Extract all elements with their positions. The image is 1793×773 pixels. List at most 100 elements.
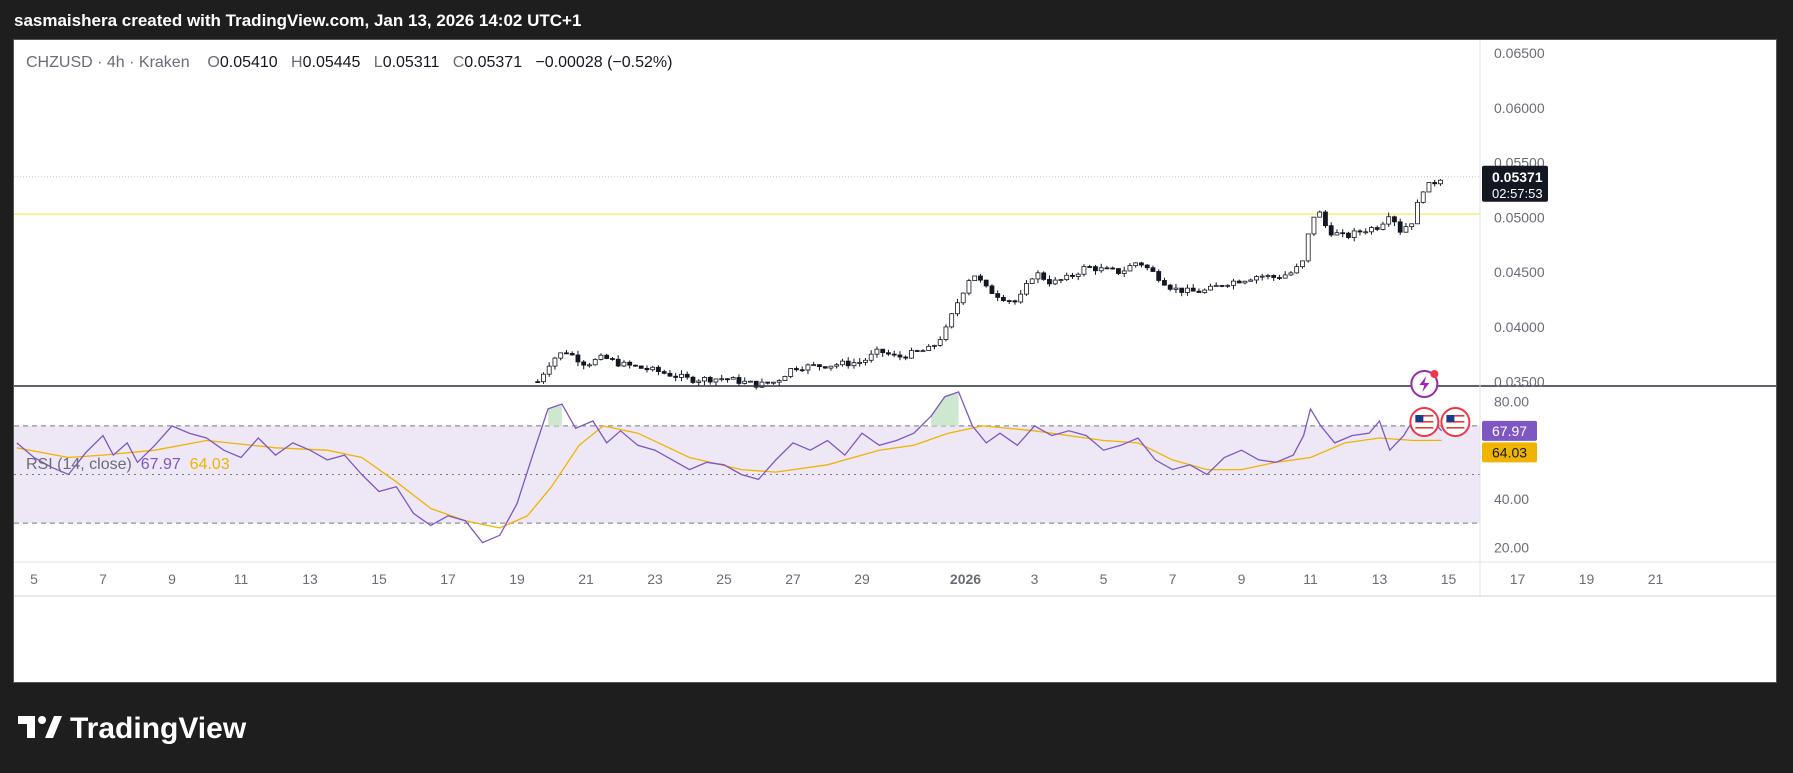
rsi-overbought-fill xyxy=(931,391,959,426)
time-tick-label: 25 xyxy=(716,571,732,587)
candle-body xyxy=(713,378,719,383)
candle-body xyxy=(1300,260,1305,268)
candle-body xyxy=(926,345,932,352)
candle-body xyxy=(633,364,638,367)
candle-body xyxy=(610,358,615,360)
candle-body xyxy=(1093,266,1098,272)
candle-body xyxy=(1397,221,1403,233)
rsi-ma-tag-bg xyxy=(1482,442,1537,463)
us-flag-event-icon[interactable] xyxy=(1440,407,1471,437)
candle-body xyxy=(1438,179,1443,185)
rsi-value-tag: 67.97 xyxy=(1482,420,1537,441)
candle-body xyxy=(1127,265,1133,272)
candle-body xyxy=(1369,227,1374,233)
candle-body xyxy=(1340,232,1346,235)
candle-body xyxy=(1242,280,1248,284)
candle-body xyxy=(891,353,897,356)
candle-body xyxy=(1403,226,1409,233)
candle-body xyxy=(1162,280,1167,286)
candle-body xyxy=(661,371,667,374)
high-value: 0.05445 xyxy=(302,54,361,71)
time-tick-label: 21 xyxy=(1648,571,1664,587)
candle-body xyxy=(989,285,995,294)
rsi-band-layer xyxy=(14,425,1480,524)
candle-body xyxy=(1156,271,1162,281)
rsi-legend: RSI (14, close) 67.97 64.03 xyxy=(26,456,230,474)
candle-body xyxy=(719,378,725,381)
candle-body xyxy=(702,376,707,382)
candle-body xyxy=(581,361,587,366)
candle-body xyxy=(1225,284,1231,287)
candle-body xyxy=(1133,262,1139,266)
rsi-layer xyxy=(16,391,1443,544)
candle-body xyxy=(1075,273,1081,277)
rsi-legend-label[interactable]: RSI (14, close) xyxy=(26,456,132,473)
lightning-event-bolt xyxy=(1419,376,1430,392)
candle-body xyxy=(1282,274,1288,279)
candle-body xyxy=(621,361,627,367)
rsi-tick-label: 40.00 xyxy=(1494,491,1529,507)
candle-body xyxy=(1432,182,1438,185)
candle-body xyxy=(684,373,690,378)
rsi-value-tag-text: 67.97 xyxy=(1492,423,1527,439)
candle-body xyxy=(1064,274,1070,280)
chart-svg[interactable]: 0.065000.060000.055000.050000.045000.040… xyxy=(14,40,1776,682)
candle-body xyxy=(851,362,857,367)
candle-body xyxy=(1386,216,1392,225)
candle-body xyxy=(1288,272,1294,276)
time-tick-label: 19 xyxy=(509,571,525,587)
flag-stripe xyxy=(1415,418,1434,420)
last-price-tag-text: 0.05371 xyxy=(1492,169,1543,185)
price-tick-label: 0.04000 xyxy=(1494,319,1545,335)
legend-symbol[interactable]: CHZUSD xyxy=(26,54,93,71)
candle-body xyxy=(759,381,765,388)
candle-body xyxy=(1219,285,1225,287)
time-tick-label: 7 xyxy=(1169,571,1177,587)
time-tick-label: 5 xyxy=(1100,571,1108,587)
time-tick-label: 3 xyxy=(1031,571,1039,587)
tradingview-logo-icon xyxy=(18,716,62,738)
candle-body xyxy=(1420,191,1426,203)
flag-stripe xyxy=(1446,415,1465,417)
time-tick-label: 5 xyxy=(30,571,38,587)
candle-body xyxy=(627,361,633,366)
candle-body xyxy=(1012,300,1018,303)
candle-body xyxy=(857,362,863,364)
tradingview-logo[interactable]: TradingView xyxy=(18,712,246,746)
time-tick-label: 7 xyxy=(99,571,107,587)
rsi-ma-line xyxy=(16,425,1442,529)
rsi-tick-label: 20.00 xyxy=(1494,539,1529,555)
candle-body xyxy=(1110,267,1116,270)
tradingview-brand-text: TradingView xyxy=(70,712,247,745)
axes-layer: 0.065000.060000.055000.050000.045000.040… xyxy=(14,40,1776,597)
legend-interval[interactable]: 4h xyxy=(106,54,125,71)
open-value: 0.05410 xyxy=(219,54,278,71)
candle-body xyxy=(1374,227,1380,230)
candle-body xyxy=(638,365,644,369)
candle-body xyxy=(690,376,696,383)
lightning-event-icon[interactable] xyxy=(1410,370,1439,398)
flag-stripe xyxy=(1415,424,1434,426)
countdown-tag-text: 02:57:53 xyxy=(1492,186,1543,201)
candle-body xyxy=(1248,279,1254,282)
candle-body xyxy=(1006,300,1012,303)
candle-body xyxy=(920,350,926,353)
flag-stripe xyxy=(1415,427,1434,429)
candle-body xyxy=(937,339,943,346)
candle-body xyxy=(972,275,978,282)
low-label: L xyxy=(373,54,383,71)
price-tick-label: 0.06000 xyxy=(1494,100,1545,116)
candle-body xyxy=(1190,287,1196,292)
us-flag-event-icon[interactable] xyxy=(1409,407,1440,437)
last-price-tag-bg xyxy=(1482,165,1548,202)
time-tick-label: 29 xyxy=(854,571,870,587)
candle-body xyxy=(1305,233,1311,262)
candle-body xyxy=(592,359,598,366)
flag-canton xyxy=(1415,415,1424,422)
candles-layer xyxy=(535,179,1443,390)
time-tick-label: 11 xyxy=(1303,571,1318,587)
candle-body xyxy=(615,358,621,367)
time-tick-label: 11 xyxy=(234,571,249,587)
candle-body xyxy=(995,293,1001,298)
chart-frame[interactable]: 0.06500 0.06000 0.05500 0.05000 0.04500 0.040… xyxy=(13,39,1777,683)
